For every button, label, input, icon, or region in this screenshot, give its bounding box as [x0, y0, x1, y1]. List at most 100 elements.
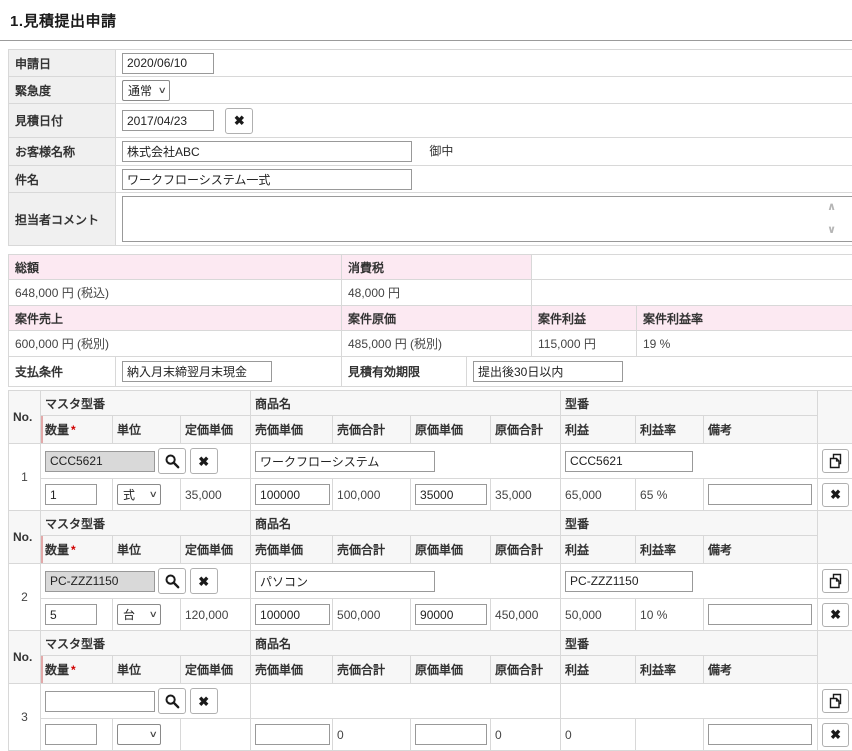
- sale-price-input[interactable]: [255, 484, 330, 505]
- terms-table: 支払条件 見積有効期限: [8, 356, 852, 387]
- master-search-button[interactable]: [158, 448, 186, 474]
- project-profit-header: 案件利益: [532, 306, 637, 331]
- product-input[interactable]: [255, 451, 435, 472]
- col-header-profit-rate: 利益率: [636, 416, 704, 444]
- col-header-product: 商品名: [251, 391, 561, 416]
- x-icon: ✖: [198, 575, 209, 588]
- totals-summary-table: 総額 消費税 648,000 円 (税込) 48,000 円: [8, 254, 852, 306]
- col-header-sale-total: 売価合計: [333, 416, 411, 444]
- list-price-value: 35,000: [181, 479, 251, 511]
- col-header-sale-total: 売価合計: [333, 536, 411, 564]
- cost-total-value: 0: [491, 719, 561, 751]
- x-icon: ✖: [830, 608, 841, 621]
- urgency-select[interactable]: 通常 ∨: [122, 80, 170, 101]
- col-header-master: マスタ型番: [41, 391, 251, 416]
- tax-header: 消費税: [342, 255, 532, 280]
- qty-input[interactable]: [45, 724, 97, 745]
- comment-textarea[interactable]: [122, 196, 852, 242]
- remarks-input[interactable]: [708, 724, 812, 745]
- quote-date-input[interactable]: [122, 110, 214, 131]
- master-search-button[interactable]: [158, 568, 186, 594]
- payment-terms-input[interactable]: [122, 361, 272, 382]
- col-header-master: マスタ型番: [41, 631, 251, 656]
- master-clear-button[interactable]: ✖: [190, 568, 218, 594]
- copy-button[interactable]: [822, 569, 849, 593]
- col-header-no: No.: [9, 511, 41, 564]
- subject-input[interactable]: [122, 169, 412, 190]
- col-header-cost-price: 原価単価: [411, 656, 491, 684]
- project-cost-value: 485,000 円 (税別): [342, 331, 532, 357]
- cost-total-value: 35,000: [491, 479, 561, 511]
- col-header-sale-price: 売価単価: [251, 416, 333, 444]
- list-price-value: 120,000: [181, 599, 251, 631]
- col-header-list-price: 定価単価: [181, 656, 251, 684]
- customer-name-input[interactable]: [122, 141, 412, 162]
- col-header-sale-total: 売価合計: [333, 656, 411, 684]
- master-input[interactable]: [45, 571, 155, 592]
- col-header-cost-price: 原価単価: [411, 536, 491, 564]
- total-header: 総額: [9, 255, 342, 280]
- total-value: 648,000 円 (税込): [9, 280, 342, 306]
- project-profit-rate-header: 案件利益率: [637, 306, 852, 331]
- sale-total-value: 100,000: [333, 479, 411, 511]
- items-table: No. マスタ型番 商品名 型番 数量* 単位 定価単価 売価単価 売価合計 原…: [8, 390, 852, 751]
- delete-button[interactable]: ✖: [822, 723, 849, 747]
- col-header-remarks: 備考: [704, 416, 818, 444]
- unit-select[interactable]: 式 ∨: [117, 484, 161, 505]
- cost-price-input[interactable]: [415, 604, 487, 625]
- col-header-cost-total: 原価合計: [491, 416, 561, 444]
- col-header-remarks: 備考: [704, 656, 818, 684]
- delete-button[interactable]: ✖: [822, 483, 849, 507]
- col-header-master: マスタ型番: [41, 511, 251, 536]
- master-search-button[interactable]: [158, 688, 186, 714]
- col-header-qty: 数量*: [41, 536, 113, 564]
- list-price-value: [181, 719, 251, 751]
- master-input[interactable]: [45, 691, 155, 712]
- cost-price-input[interactable]: [415, 724, 487, 745]
- page-title: 1.見積提出申請: [10, 10, 852, 31]
- product-input[interactable]: [255, 571, 435, 592]
- totals-value-spacer: [532, 280, 852, 306]
- col-header-remarks: 備考: [704, 536, 818, 564]
- col-header-qty: 数量*: [41, 416, 113, 444]
- unit-select[interactable]: ∨: [117, 724, 161, 745]
- profit-rate-value: [636, 719, 704, 751]
- col-header-sale-price: 売価単価: [251, 656, 333, 684]
- col-header-profit-rate: 利益率: [636, 656, 704, 684]
- scroll-down-icon[interactable]: ∨: [827, 223, 836, 236]
- master-input[interactable]: [45, 451, 155, 472]
- qty-input[interactable]: [45, 484, 97, 505]
- col-header-cost-total: 原価合計: [491, 536, 561, 564]
- model-input[interactable]: [565, 451, 693, 472]
- col-header-no: No.: [9, 631, 41, 684]
- item-block: No. マスタ型番 商品名 型番 数量* 単位 定価単価 売価単価 売価合計 原…: [9, 631, 852, 751]
- col-header-unit: 単位: [113, 656, 181, 684]
- master-clear-button[interactable]: ✖: [190, 688, 218, 714]
- urgency-selected-value: 通常: [128, 82, 152, 99]
- application-date-input[interactable]: [122, 53, 214, 74]
- col-header-actions: [818, 391, 852, 444]
- comment-label: 担当者コメント: [9, 193, 116, 246]
- delete-button[interactable]: ✖: [822, 603, 849, 627]
- master-clear-button[interactable]: ✖: [190, 448, 218, 474]
- unit-select[interactable]: 台 ∨: [117, 604, 161, 625]
- cost-price-input[interactable]: [415, 484, 487, 505]
- item-no: 2: [9, 564, 41, 631]
- unit-selected-value: 台: [123, 606, 135, 623]
- x-icon: ✖: [830, 728, 841, 741]
- qty-input[interactable]: [45, 604, 97, 625]
- remarks-input[interactable]: [708, 484, 812, 505]
- sale-price-input[interactable]: [255, 724, 330, 745]
- item-block: No. マスタ型番 商品名 型番 数量* 単位 定価単価 売価単価 売価合計 原…: [9, 511, 852, 631]
- project-cost-header: 案件原価: [342, 306, 532, 331]
- copy-button[interactable]: [822, 689, 849, 713]
- copy-button[interactable]: [822, 449, 849, 473]
- quote-date-clear-button[interactable]: ✖: [225, 108, 253, 134]
- x-icon: ✖: [198, 695, 209, 708]
- sale-price-input[interactable]: [255, 604, 330, 625]
- col-header-model: 型番: [561, 391, 818, 416]
- remarks-input[interactable]: [708, 604, 812, 625]
- scroll-up-icon[interactable]: ∧: [827, 200, 836, 213]
- model-input[interactable]: [565, 571, 693, 592]
- validity-input[interactable]: [473, 361, 623, 382]
